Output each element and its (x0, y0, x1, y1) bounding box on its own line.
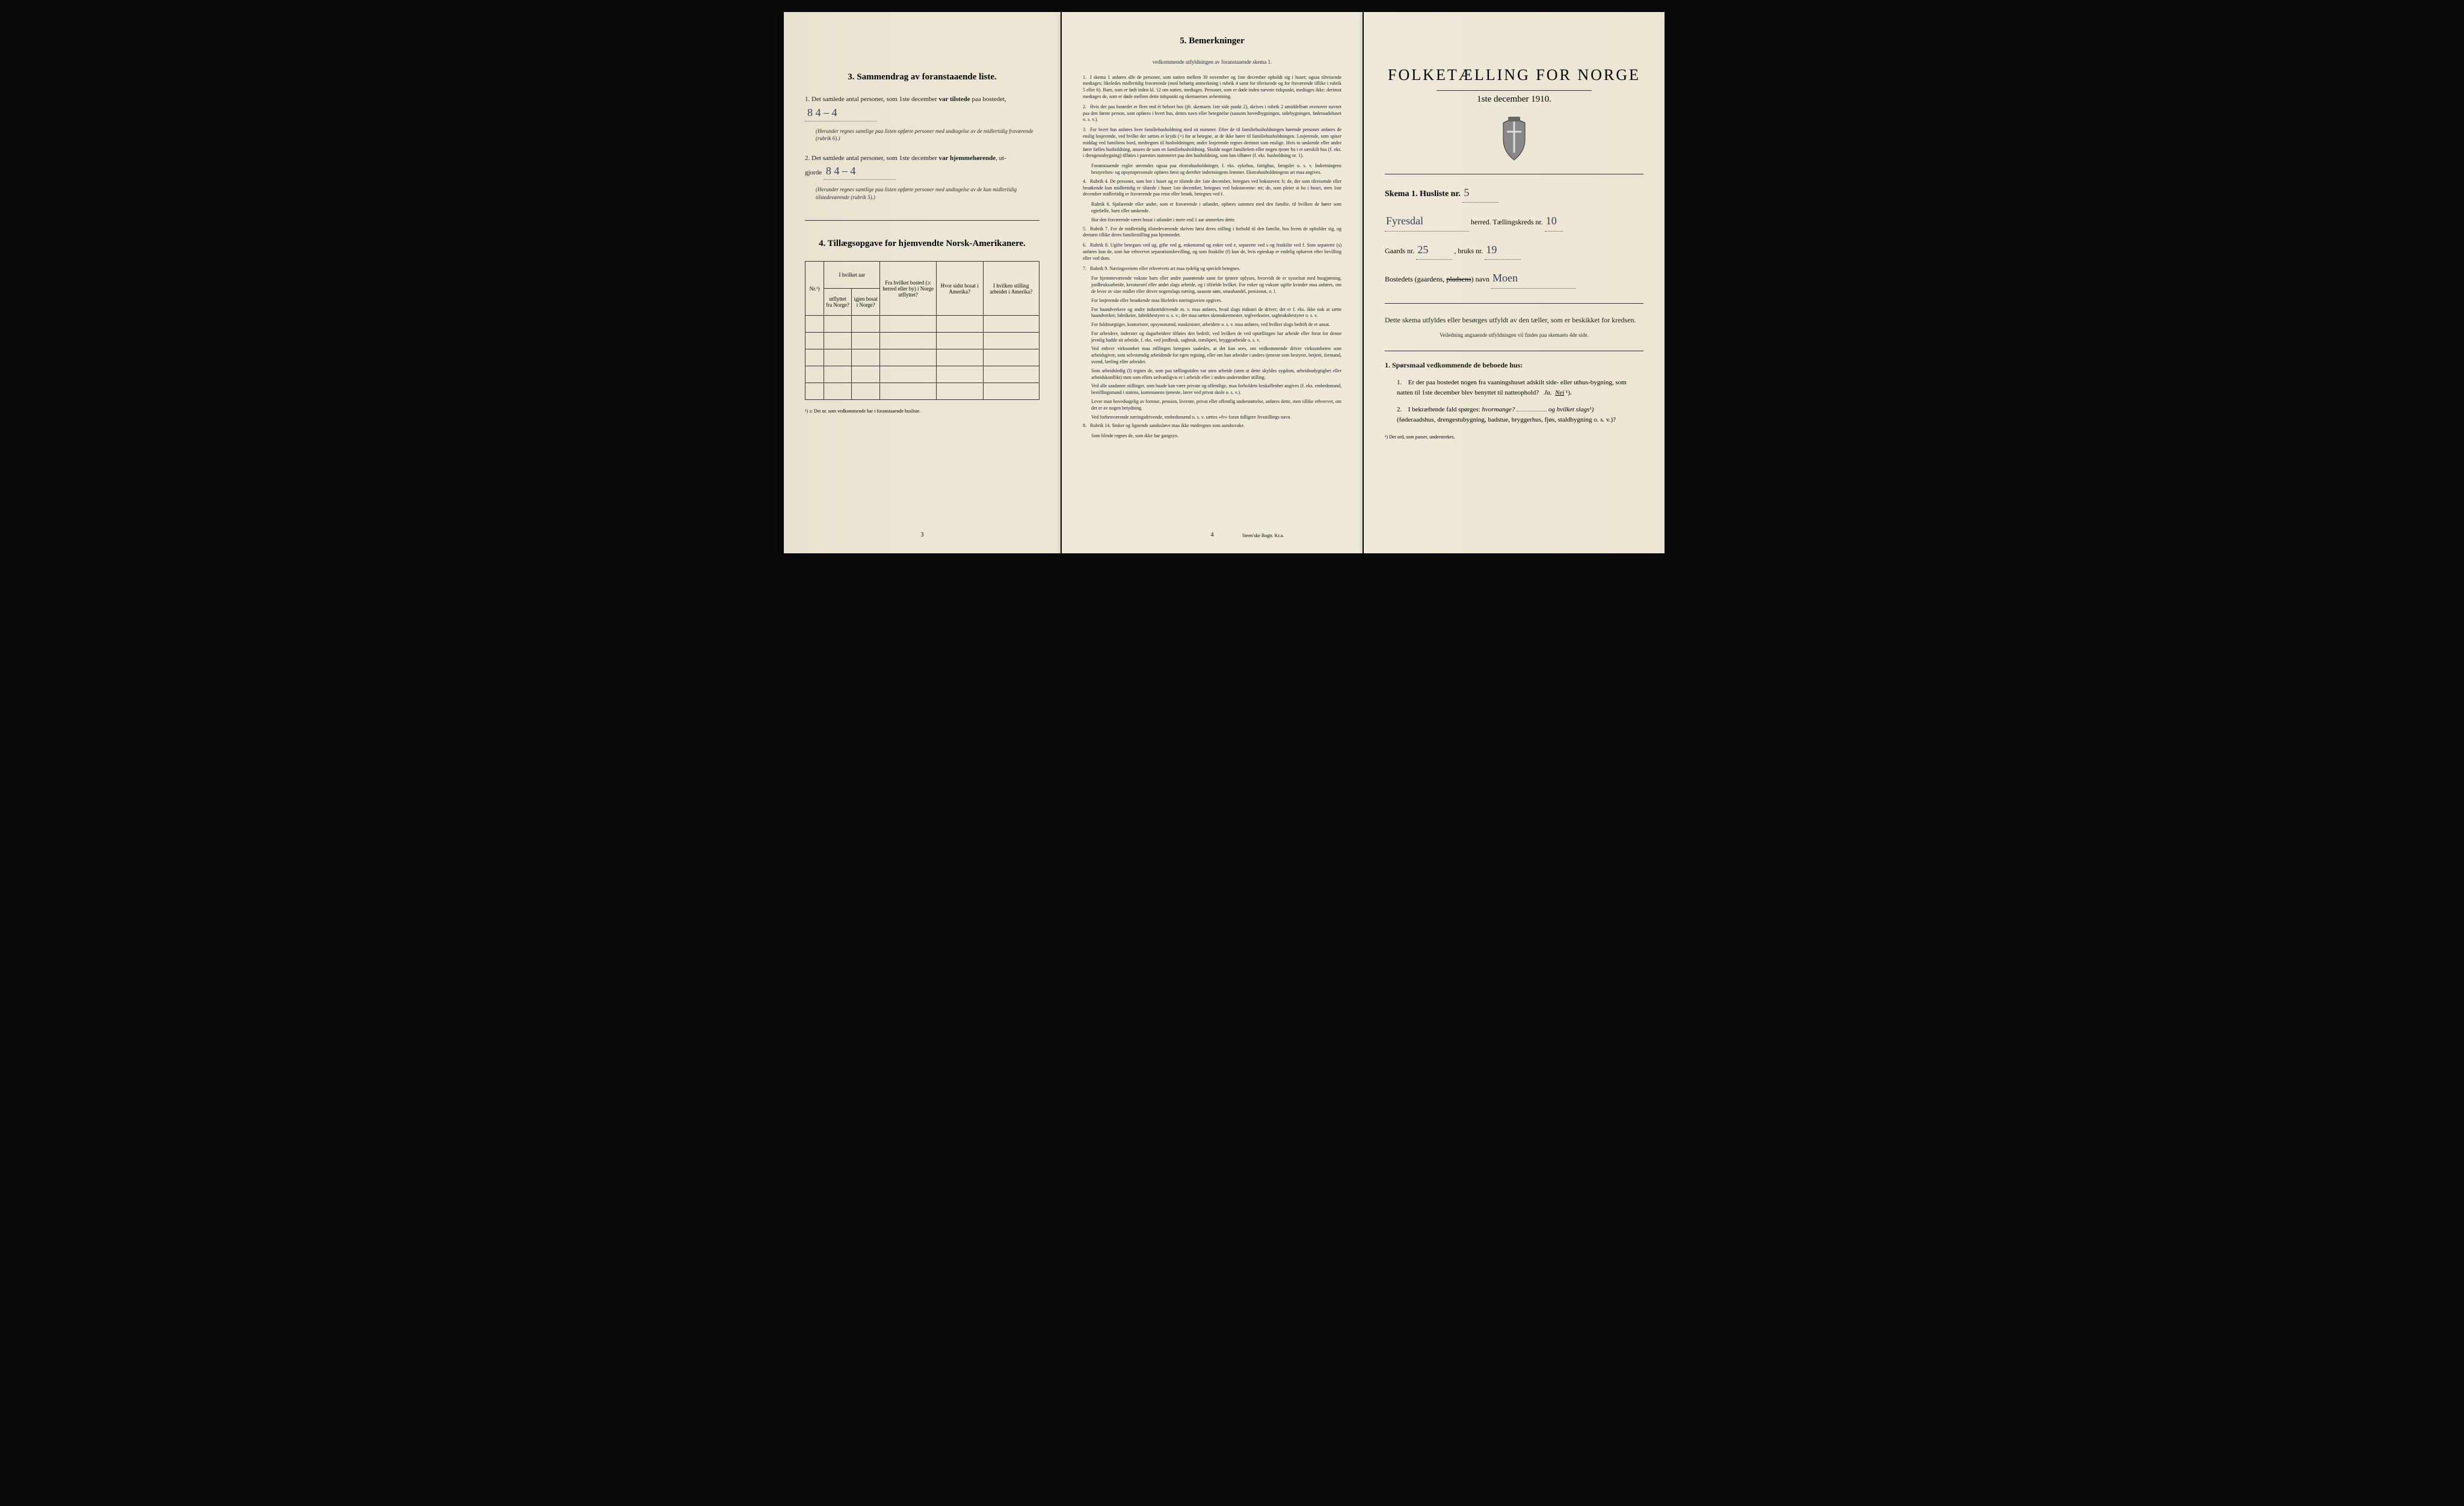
q-heading: 1. Spørsmaal vedkommende de beboede hus: (1385, 360, 1643, 370)
bosted-line: Bostedets (gaardens, pladsens) navn Moen (1385, 268, 1643, 288)
bruks-nr: 19 (1485, 240, 1521, 260)
rem4: Rubrik 4. De personer, som bor i huset o… (1083, 179, 1341, 197)
instructions: Dette skema utfyldes eller besørges utfy… (1385, 315, 1643, 325)
gaards-nr: 25 (1416, 240, 1452, 260)
herred-value: Fyresdal (1385, 211, 1469, 231)
main-title: FOLKETÆLLING FOR NORGE (1385, 66, 1643, 84)
rem-forhen: Ved forhenværende næringsdrivende, embed… (1091, 414, 1341, 421)
question-2: 2. I bekræftende fald spørges: hvormange… (1397, 405, 1643, 425)
q1-sup: ¹). (1566, 389, 1572, 396)
page-num-center: 4 (1211, 532, 1214, 538)
rem-hjemme: For hjemmeværende voksne barn eller andr… (1091, 275, 1341, 295)
rem-haand: For haandverkere og andre industridriven… (1091, 307, 1341, 320)
instructions-sub: Veiledning angaaende utfyldningen vil fi… (1385, 331, 1643, 339)
bosted-strike: pladsens (1446, 275, 1471, 283)
item1: 1. Det samlede antal personer, som 1ste … (805, 94, 1040, 121)
herred-line: Fyresdal herred. Tællingskreds nr. 10 (1385, 211, 1643, 231)
gaards-label: Gaards nr. (1385, 247, 1414, 255)
bosted-label: Bostedets (gaardens, (1385, 275, 1444, 283)
q2-ii: hvilket slags¹) (1557, 406, 1594, 413)
col-stilling: I hvilken stilling arbeidet i Amerika? (983, 262, 1039, 316)
col-nr: Nr.¹) (805, 262, 824, 316)
rem7: Rubrik 9. Næringsveiens eller erhvervets… (1090, 266, 1240, 271)
bruks-label: , bruks nr. (1454, 247, 1483, 255)
rem3: For hvert hus anføres hver familiehushol… (1083, 127, 1341, 158)
table-row (805, 316, 1040, 333)
husliste-nr: 5 (1462, 183, 1498, 203)
rem-ledig: Som arbeidsledig (l) regnes de, som paa … (1091, 368, 1341, 381)
col-aar: I hvilket aar (824, 262, 880, 289)
section5-title: 5. Bemerkninger (1083, 36, 1341, 46)
q2-i: hvormange? (1482, 406, 1515, 413)
table-row (805, 333, 1040, 349)
rem-lever: Lever man hovedsagelig av formue, pensio… (1091, 399, 1341, 412)
item2-value: 8 4 – 4 (824, 163, 896, 180)
section4-title: 4. Tillægsopgave for hjemvendte Norsk-Am… (805, 239, 1040, 249)
bosted-label2: ) navn (1471, 275, 1489, 283)
skema-line: Skema 1. Husliste nr. 5 (1385, 183, 1643, 203)
coat-of-arms-icon (1385, 117, 1643, 165)
skema-label: Skema 1. Husliste nr. (1385, 189, 1461, 198)
table-row (805, 349, 1040, 366)
q2-tail: (føderaadshus, drengestubygning, badstue… (1397, 416, 1616, 423)
item1-note: (Herunder regnes samtlige paa listen opf… (816, 128, 1040, 143)
item2-tail: , ut- (996, 155, 1006, 162)
rem3-extra: Foranstaaende regler anvendes ogsaa paa … (1091, 163, 1341, 176)
item1-bold: var tilstede (939, 96, 970, 103)
kreds-nr: 10 (1545, 211, 1563, 231)
section3-title: 3. Sammendrag av foranstaaende liste. (805, 72, 1040, 82)
item2-note: (Herunder regnes samtlige paa listen opf… (816, 186, 1040, 201)
bosted-value: Moen (1491, 268, 1575, 288)
page-num-left: 3 (921, 532, 924, 538)
item2-lead: 2. Det samlede antal personer, som 1ste … (805, 155, 937, 162)
rem8: Rubrik 14. Sinker og lignende aandssløve… (1090, 423, 1245, 428)
section5-subtitle: vedkommende utfyldningen av foranstaaend… (1083, 58, 1341, 66)
q2-text: I bekræftende fald spørges: (1408, 406, 1480, 413)
rem-stilling: Ved enhver virksomhet maa stillingen bet… (1091, 346, 1341, 365)
page-right: FOLKETÆLLING FOR NORGE 1ste december 191… (1364, 12, 1665, 553)
question-1: 1. Er der paa bostedet nogen fra vaaning… (1397, 378, 1643, 398)
rem8b: Som blinde regnes de, som ikke har gangs… (1091, 433, 1341, 440)
q1-ja: Ja. (1544, 389, 1551, 396)
herred-label: herred. Tællingskreds nr. (1471, 218, 1543, 226)
gaards-line: Gaards nr. 25 , bruks nr. 19 (1385, 240, 1643, 260)
rem-losj: For losjerende eller besøkende maa likel… (1091, 298, 1341, 304)
item2: 2. Det samlede antal personer, som 1ste … (805, 153, 1040, 180)
rem-alle: Ved alle saadanne stillinger, som baade … (1091, 383, 1341, 396)
rem1: I skema 1 anføres alle de personer, som … (1083, 75, 1341, 99)
item1-lead: 1. Det samlede antal personer, som 1ste … (805, 96, 937, 103)
remarks-body: 1.I skema 1 anføres alle de personer, so… (1083, 75, 1341, 440)
item1-tail: paa bostedet, (972, 96, 1006, 103)
footnote-left: ¹) ɔ: Det nr. som vedkommende har i fora… (805, 408, 1040, 414)
rem-arbeid: For arbeidere, inderster og dagarbeidere… (1091, 331, 1341, 344)
rem-r6: Rubrik 6. Sjøfarende eller andre, som er… (1091, 201, 1341, 215)
rem5: Rubrik 7. For de midlertidig tilstedevær… (1083, 226, 1341, 238)
page-center: 5. Bemerkninger vedkommende utfyldningen… (1062, 12, 1363, 553)
item2-bold: var hjemmehørende (939, 155, 996, 162)
q1-nei: Nei (1555, 389, 1564, 396)
rem-fuldm: For fuldmægtiger, kontorister, opsynsmæn… (1091, 322, 1341, 328)
subcol-utflyttet: utflyttet fra Norge? (824, 289, 852, 316)
subcol-bosat: igjen bosat i Norge? (851, 289, 880, 316)
rem2: Hvis der paa bostedet er flere end ét be… (1083, 104, 1341, 123)
col-bosted: Fra hvilket bosted (ɔ: herred eller by) … (880, 262, 936, 316)
table-body (805, 316, 1040, 400)
main-subtitle: 1ste december 1910. (1385, 94, 1643, 105)
table-row (805, 366, 1040, 383)
rem-r6b: Har den fraværende været bosat i utlande… (1091, 217, 1341, 224)
q2-mid: og (1548, 406, 1555, 413)
q1-text: Er der paa bostedet nogen fra vaaningshu… (1397, 379, 1627, 396)
printer-mark: Steen'ske Bogtr. Kr.a. (1242, 533, 1284, 538)
footnote-right: ¹) Det ord, som passer, understrekes. (1385, 434, 1643, 440)
amerika-table: Nr.¹) I hvilket aar Fra hvilket bosted (… (805, 261, 1040, 400)
item2-lead2: gjorde (805, 169, 822, 176)
page-left: 3. Sammendrag av foranstaaende liste. 1.… (784, 12, 1061, 553)
rem6: Rubrik 8. Ugifte betegnes ved ug, gifte … (1083, 242, 1341, 261)
table-row (805, 383, 1040, 400)
document-spread: 3. Sammendrag av foranstaaende liste. 1.… (784, 12, 1680, 553)
item1-value: 8 4 – 4 (805, 105, 877, 121)
col-amerika: Hvor sidst bosat i Amerika? (936, 262, 983, 316)
